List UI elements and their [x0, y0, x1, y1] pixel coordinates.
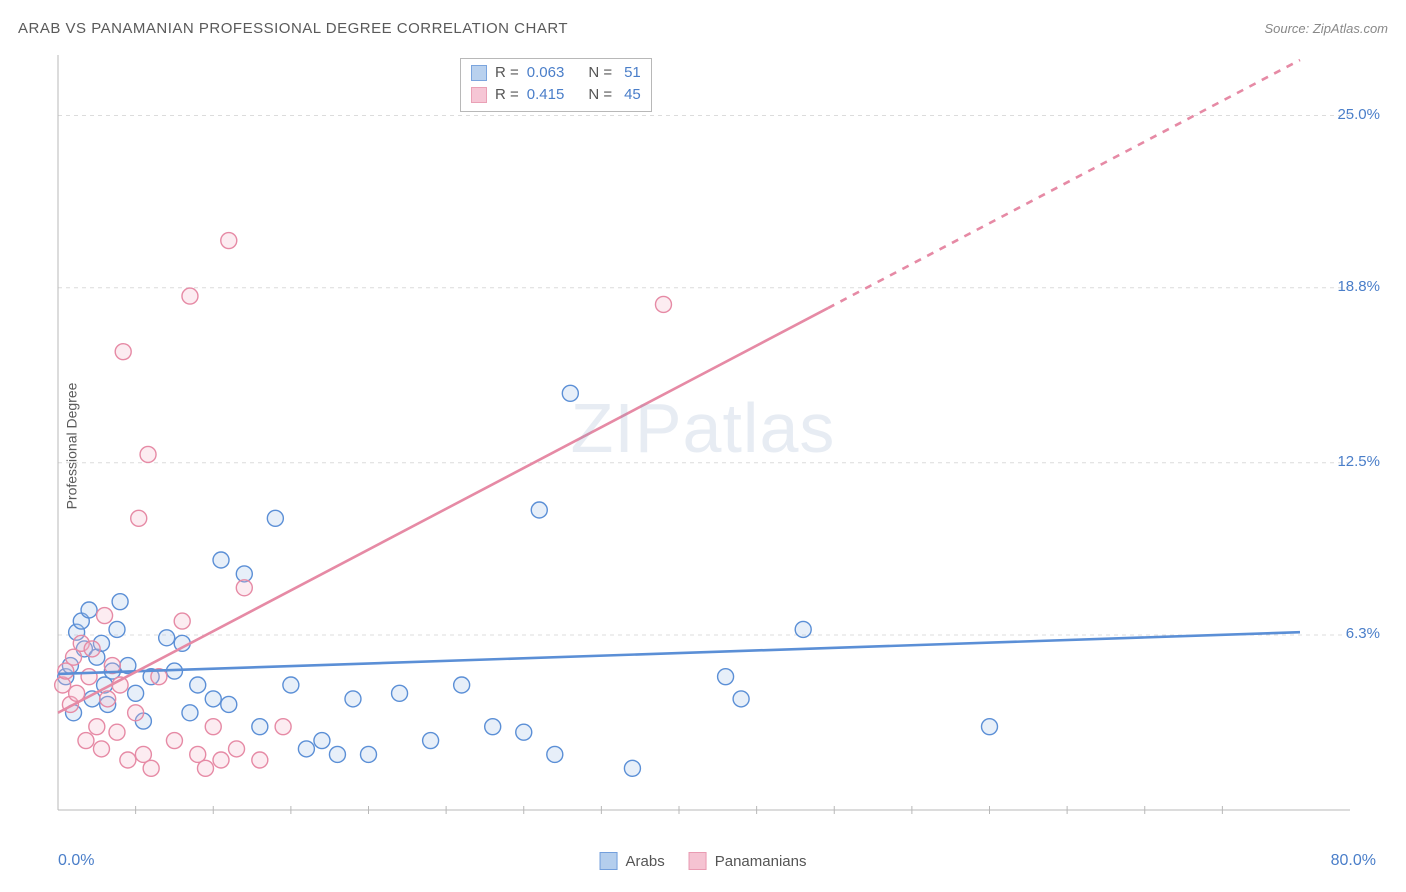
legend-item-panamanians: Panamanians [689, 852, 807, 870]
stat-n-label: N = [588, 62, 612, 84]
chart-header: ARAB VS PANAMANIAN PROFESSIONAL DEGREE C… [18, 20, 1388, 37]
legend: Arabs Panamanians [600, 852, 807, 870]
y-tick-label: 25.0% [1337, 106, 1380, 123]
legend-label: Arabs [626, 853, 665, 870]
y-tick-label: 12.5% [1337, 453, 1380, 470]
y-tick-label: 6.3% [1346, 625, 1380, 642]
legend-item-arabs: Arabs [600, 852, 665, 870]
stat-r-label: R = [495, 84, 519, 106]
stat-n-label: N = [588, 84, 612, 106]
y-tick-label: 18.8% [1337, 278, 1380, 295]
stats-row-arabs: R = 0.063 N = 51 [471, 62, 641, 84]
legend-label: Panamanians [715, 853, 807, 870]
x-axis-min-label: 0.0% [58, 852, 94, 870]
stats-row-panamanians: R = 0.415 N = 45 [471, 84, 641, 106]
stat-n-value: 45 [624, 84, 641, 106]
chart-area [50, 50, 1360, 850]
scatter-chart [50, 50, 1360, 850]
legend-swatch [689, 852, 707, 870]
stat-r-value: 0.063 [527, 62, 565, 84]
source-attribution: Source: ZipAtlas.com [1264, 21, 1388, 36]
x-axis-max-label: 80.0% [1331, 852, 1376, 870]
stat-n-value: 51 [624, 62, 641, 84]
chart-title: ARAB VS PANAMANIAN PROFESSIONAL DEGREE C… [18, 20, 568, 37]
stats-box: R = 0.063 N = 51 R = 0.415 N = 45 [460, 58, 652, 112]
stat-r-label: R = [495, 62, 519, 84]
stat-r-value: 0.415 [527, 84, 565, 106]
legend-swatch [471, 65, 487, 81]
legend-swatch [600, 852, 618, 870]
legend-swatch [471, 87, 487, 103]
